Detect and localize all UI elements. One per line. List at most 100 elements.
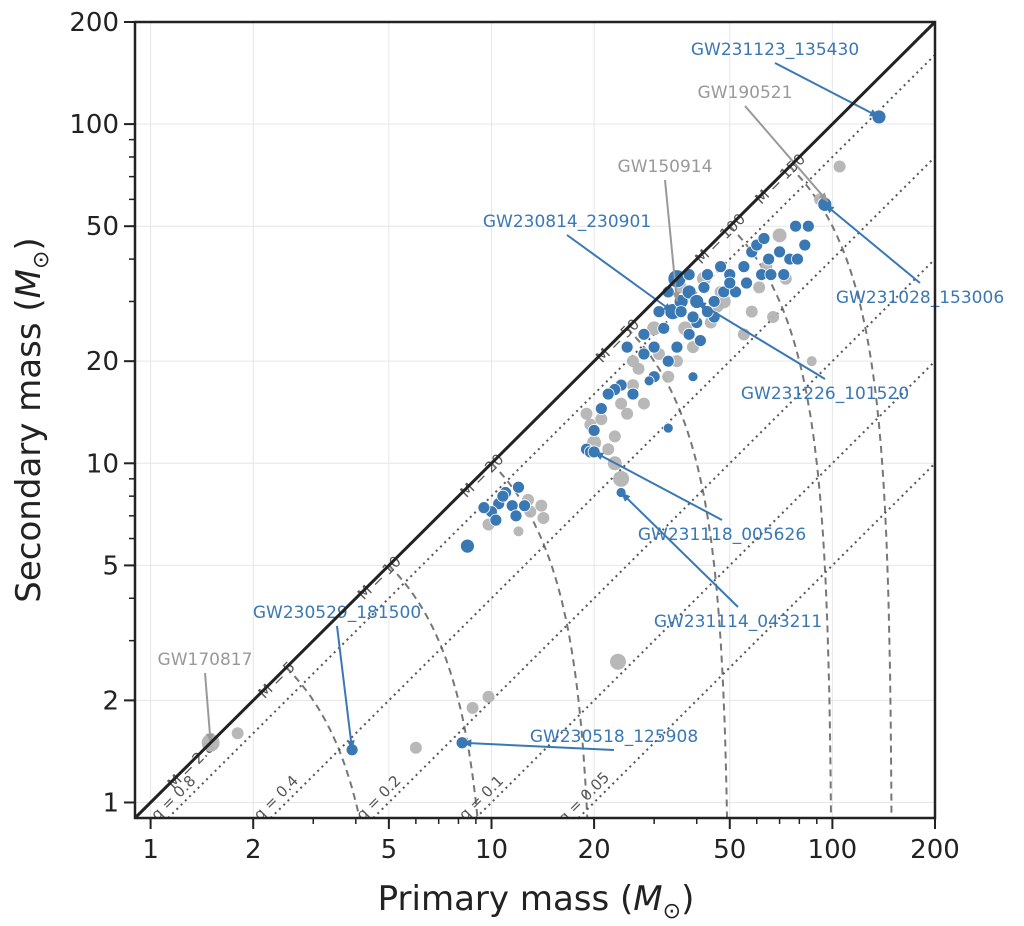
y-tick-label: 10	[86, 449, 119, 479]
x-tick-label: 2	[245, 835, 262, 865]
annotation-label: GW231118_005626	[638, 525, 806, 545]
annotation-arrow	[204, 672, 212, 743]
axis-ticks: 1 2 5 10 20 50 100 200 1 2 5 10 20 50 100 200	[69, 8, 959, 865]
event-point-blue	[601, 387, 615, 401]
annotation-arrowhead	[672, 291, 680, 302]
event-point-blue	[687, 371, 699, 383]
event-point-blue	[773, 245, 786, 259]
event-point-blue	[647, 340, 661, 354]
y-tick-label: 5	[102, 551, 119, 581]
event-point-gray	[535, 499, 548, 512]
plot-frame	[133, 20, 937, 820]
mass-ratio-line	[577, 462, 935, 818]
event-point-blue	[657, 321, 671, 335]
annotation-label: GW231028_153006	[836, 288, 1004, 308]
annotation-arrow	[593, 451, 723, 521]
annotation-arrowhead	[869, 109, 879, 117]
annotation-arrowhead	[206, 733, 214, 743]
annotation-arrow	[620, 491, 739, 608]
annotation-label: GW230814_230901	[483, 212, 651, 232]
event-point-blue	[496, 489, 510, 503]
annotation-arrowhead	[594, 451, 605, 460]
y-tick-label: 50	[86, 212, 119, 242]
event-point-blue	[723, 276, 737, 290]
event-annotations: GW231123_135430 GW190521 GW150914 GW230814_…	[158, 40, 1004, 751]
event-point-blue	[509, 509, 523, 523]
event-point-blue	[777, 268, 791, 282]
annotation-arrowhead	[824, 204, 835, 214]
annotation-arrow	[744, 105, 829, 203]
annotation-label: GW190521	[698, 83, 793, 103]
event-point-gray	[231, 727, 244, 740]
event-point-blue	[626, 387, 640, 401]
event-point-gray	[482, 690, 495, 703]
event-point-blue	[643, 375, 655, 387]
annotation-label: GW231123_135430	[691, 40, 859, 60]
event-point-gray	[613, 470, 630, 487]
event-point-gray	[621, 407, 634, 420]
annotation-arrow	[336, 625, 354, 750]
event-point-blue	[477, 501, 491, 515]
event-point-blue	[701, 268, 714, 282]
x-axis-title: Primary mass (M⊙)	[378, 879, 695, 924]
annotation-arrow	[462, 741, 615, 751]
event-point-gray	[670, 355, 683, 368]
annotation-arrow	[774, 62, 880, 118]
event-point-gray	[466, 701, 479, 714]
event-point-blue	[762, 252, 776, 266]
event-point-blue	[682, 327, 696, 341]
mass-ratio-lines: q = 0.8 q = 0.4 q = 0.2 q = 0.1 q = 0.05	[147, 54, 935, 824]
event-point-blue	[460, 538, 475, 554]
event-point-gray	[772, 228, 787, 243]
event-point-blue	[801, 219, 815, 233]
event-point-blue	[652, 305, 666, 319]
annotation-label: GW230518_125908	[530, 727, 698, 747]
event-point-gray	[662, 370, 675, 383]
event-point-gray	[615, 397, 628, 410]
event-point-blue	[707, 295, 721, 308]
annotation-label: GW231114_043211	[654, 612, 822, 632]
event-point-blue	[789, 219, 802, 233]
event-point-blue	[518, 499, 531, 513]
event-point-gray	[647, 321, 662, 336]
event-point-blue	[489, 513, 503, 527]
mass-ratio-label: q = 0.2	[353, 772, 405, 824]
event-point-blue	[798, 238, 812, 252]
mass-ratio-line	[167, 54, 935, 818]
event-point-gray	[537, 511, 550, 524]
event-point-blue	[670, 340, 684, 354]
annotation-arrowhead	[347, 740, 355, 750]
annotation-arrowhead	[662, 303, 673, 312]
event-point-gray	[833, 160, 846, 173]
total-mass-label: M = 10	[354, 552, 405, 603]
annotation-arrowhead	[696, 301, 707, 310]
event-point-gray	[409, 741, 422, 754]
event-point-blue	[661, 354, 675, 368]
annotation-arrow	[696, 300, 826, 380]
annotation-arrow	[824, 203, 921, 284]
event-point-blue	[587, 424, 601, 437]
x-tick-label: 200	[910, 835, 960, 865]
annotation-arrowhead	[621, 492, 631, 502]
mass-ratio-label: q = 0.4	[250, 772, 302, 824]
event-point-blue	[512, 480, 525, 494]
event-point-blue	[764, 268, 778, 282]
event-point-gray	[602, 443, 615, 456]
y-tick-label: 2	[102, 686, 119, 716]
annotation-arrowhead	[462, 739, 472, 748]
y-tick-label: 1	[102, 788, 119, 818]
event-point-gray	[626, 379, 639, 392]
event-point-gray	[626, 355, 639, 368]
mass-ratio-line	[475, 360, 935, 818]
event-point-gray	[608, 430, 621, 443]
event-point-blue	[594, 402, 608, 415]
y-tick-label: 200	[69, 8, 119, 38]
x-tick-label: 100	[808, 835, 858, 865]
event-point-blue	[697, 281, 711, 294]
total-mass-contour	[490, 462, 589, 818]
event-point-gray	[513, 526, 524, 537]
mass-ratio-line	[372, 258, 935, 818]
annotation-label: GW170817	[158, 650, 253, 670]
annotation-arrowhead	[818, 192, 828, 202]
event-point-blue	[740, 276, 753, 290]
